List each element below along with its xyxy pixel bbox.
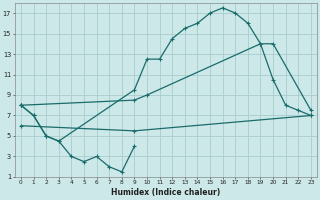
X-axis label: Humidex (Indice chaleur): Humidex (Indice chaleur) xyxy=(111,188,220,197)
